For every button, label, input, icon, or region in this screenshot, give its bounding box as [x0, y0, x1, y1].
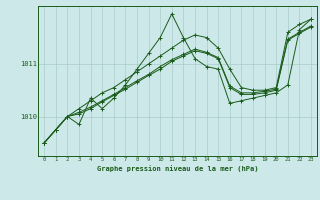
X-axis label: Graphe pression niveau de la mer (hPa): Graphe pression niveau de la mer (hPa): [97, 165, 258, 172]
